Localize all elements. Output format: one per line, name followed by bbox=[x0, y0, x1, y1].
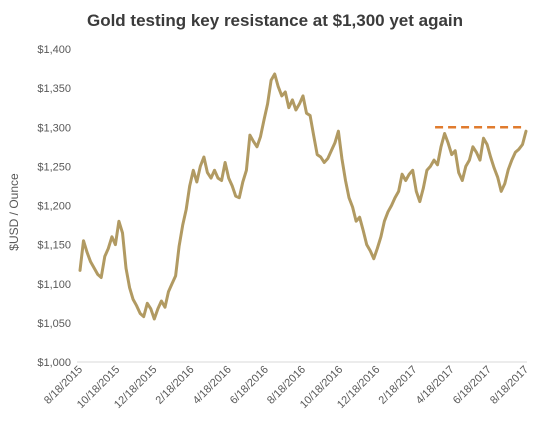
y-tick-label: $1,050 bbox=[37, 318, 71, 330]
y-tick-label: $1,200 bbox=[37, 201, 71, 213]
x-tick-label: 2/18/2016 bbox=[154, 364, 197, 407]
x-tick-label: 4/18/2016 bbox=[191, 364, 234, 407]
x-tick-labels: 8/18/201510/18/201512/18/20152/18/20164/… bbox=[42, 364, 531, 411]
gold-price-line bbox=[78, 72, 528, 321]
y-tick-labels: $1,000 $1,050 $1,100 $1,150 $1,200 $1,250 $1,3… bbox=[37, 44, 71, 369]
y-axis-label: $USD / Ounce bbox=[7, 173, 21, 251]
y-tick-label: $1,100 bbox=[37, 279, 71, 291]
y-tick-label: $1,000 bbox=[37, 357, 71, 369]
x-tick-label: 6/18/2016 bbox=[228, 364, 271, 407]
y-tick-label: $1,300 bbox=[37, 122, 71, 134]
y-tick-label: $1,150 bbox=[37, 240, 71, 252]
y-tick-label: $1,400 bbox=[37, 44, 71, 56]
y-tick-label: $1,350 bbox=[37, 83, 71, 95]
chart-title: Gold testing key resistance at $1,300 ye… bbox=[87, 11, 463, 30]
x-tick-label: 2/18/2017 bbox=[377, 364, 420, 407]
y-tick-label: $1,250 bbox=[37, 161, 71, 173]
x-tick-label: 4/18/2017 bbox=[414, 364, 457, 407]
x-tick-label: 6/18/2017 bbox=[451, 364, 494, 407]
x-tick-label: 8/18/2017 bbox=[488, 364, 531, 407]
